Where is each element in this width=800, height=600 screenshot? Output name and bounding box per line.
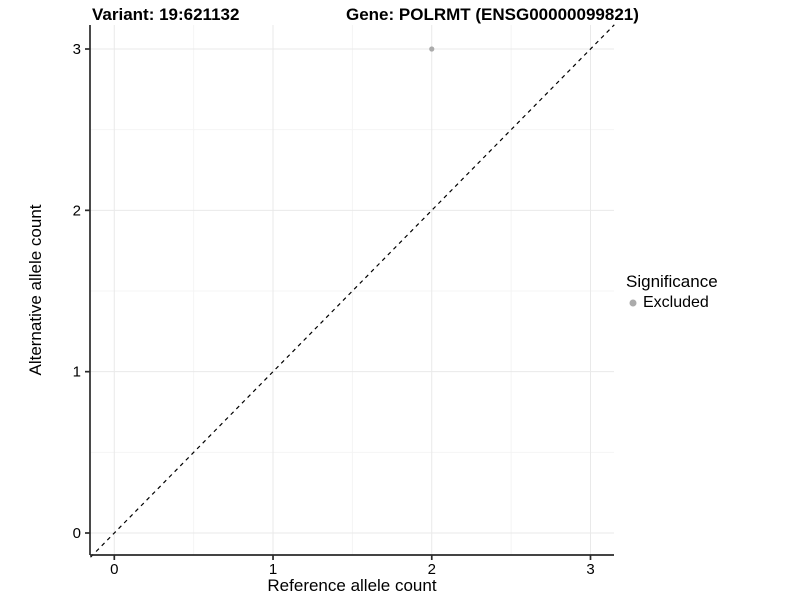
- plot-title-gene: Gene: POLRMT (ENSG00000099821): [346, 5, 639, 24]
- x-axis-label: Reference allele count: [267, 576, 437, 595]
- y-tick-label: 1: [73, 364, 81, 381]
- x-tick-label: 1: [269, 561, 277, 578]
- data-point: [429, 46, 435, 52]
- y-axis-label: Alternative allele count: [26, 204, 45, 376]
- plot-title-variant: Variant: 19:621132: [92, 5, 240, 24]
- y-tick-label: 2: [73, 202, 81, 219]
- x-tick-label: 3: [586, 561, 594, 578]
- y-tick-label: 0: [73, 525, 81, 542]
- legend-title: Significance: [626, 272, 718, 291]
- legend-item-excluded: Excluded: [626, 294, 718, 312]
- excluded-point-icon: [629, 299, 637, 307]
- legend: Significance Excluded: [626, 272, 718, 312]
- y-tick-label: 3: [73, 41, 81, 58]
- x-tick-label: 0: [110, 561, 118, 578]
- legend-item-label: Excluded: [643, 294, 709, 311]
- x-tick-label: 2: [428, 561, 436, 578]
- legend-marker-circle: [629, 299, 637, 307]
